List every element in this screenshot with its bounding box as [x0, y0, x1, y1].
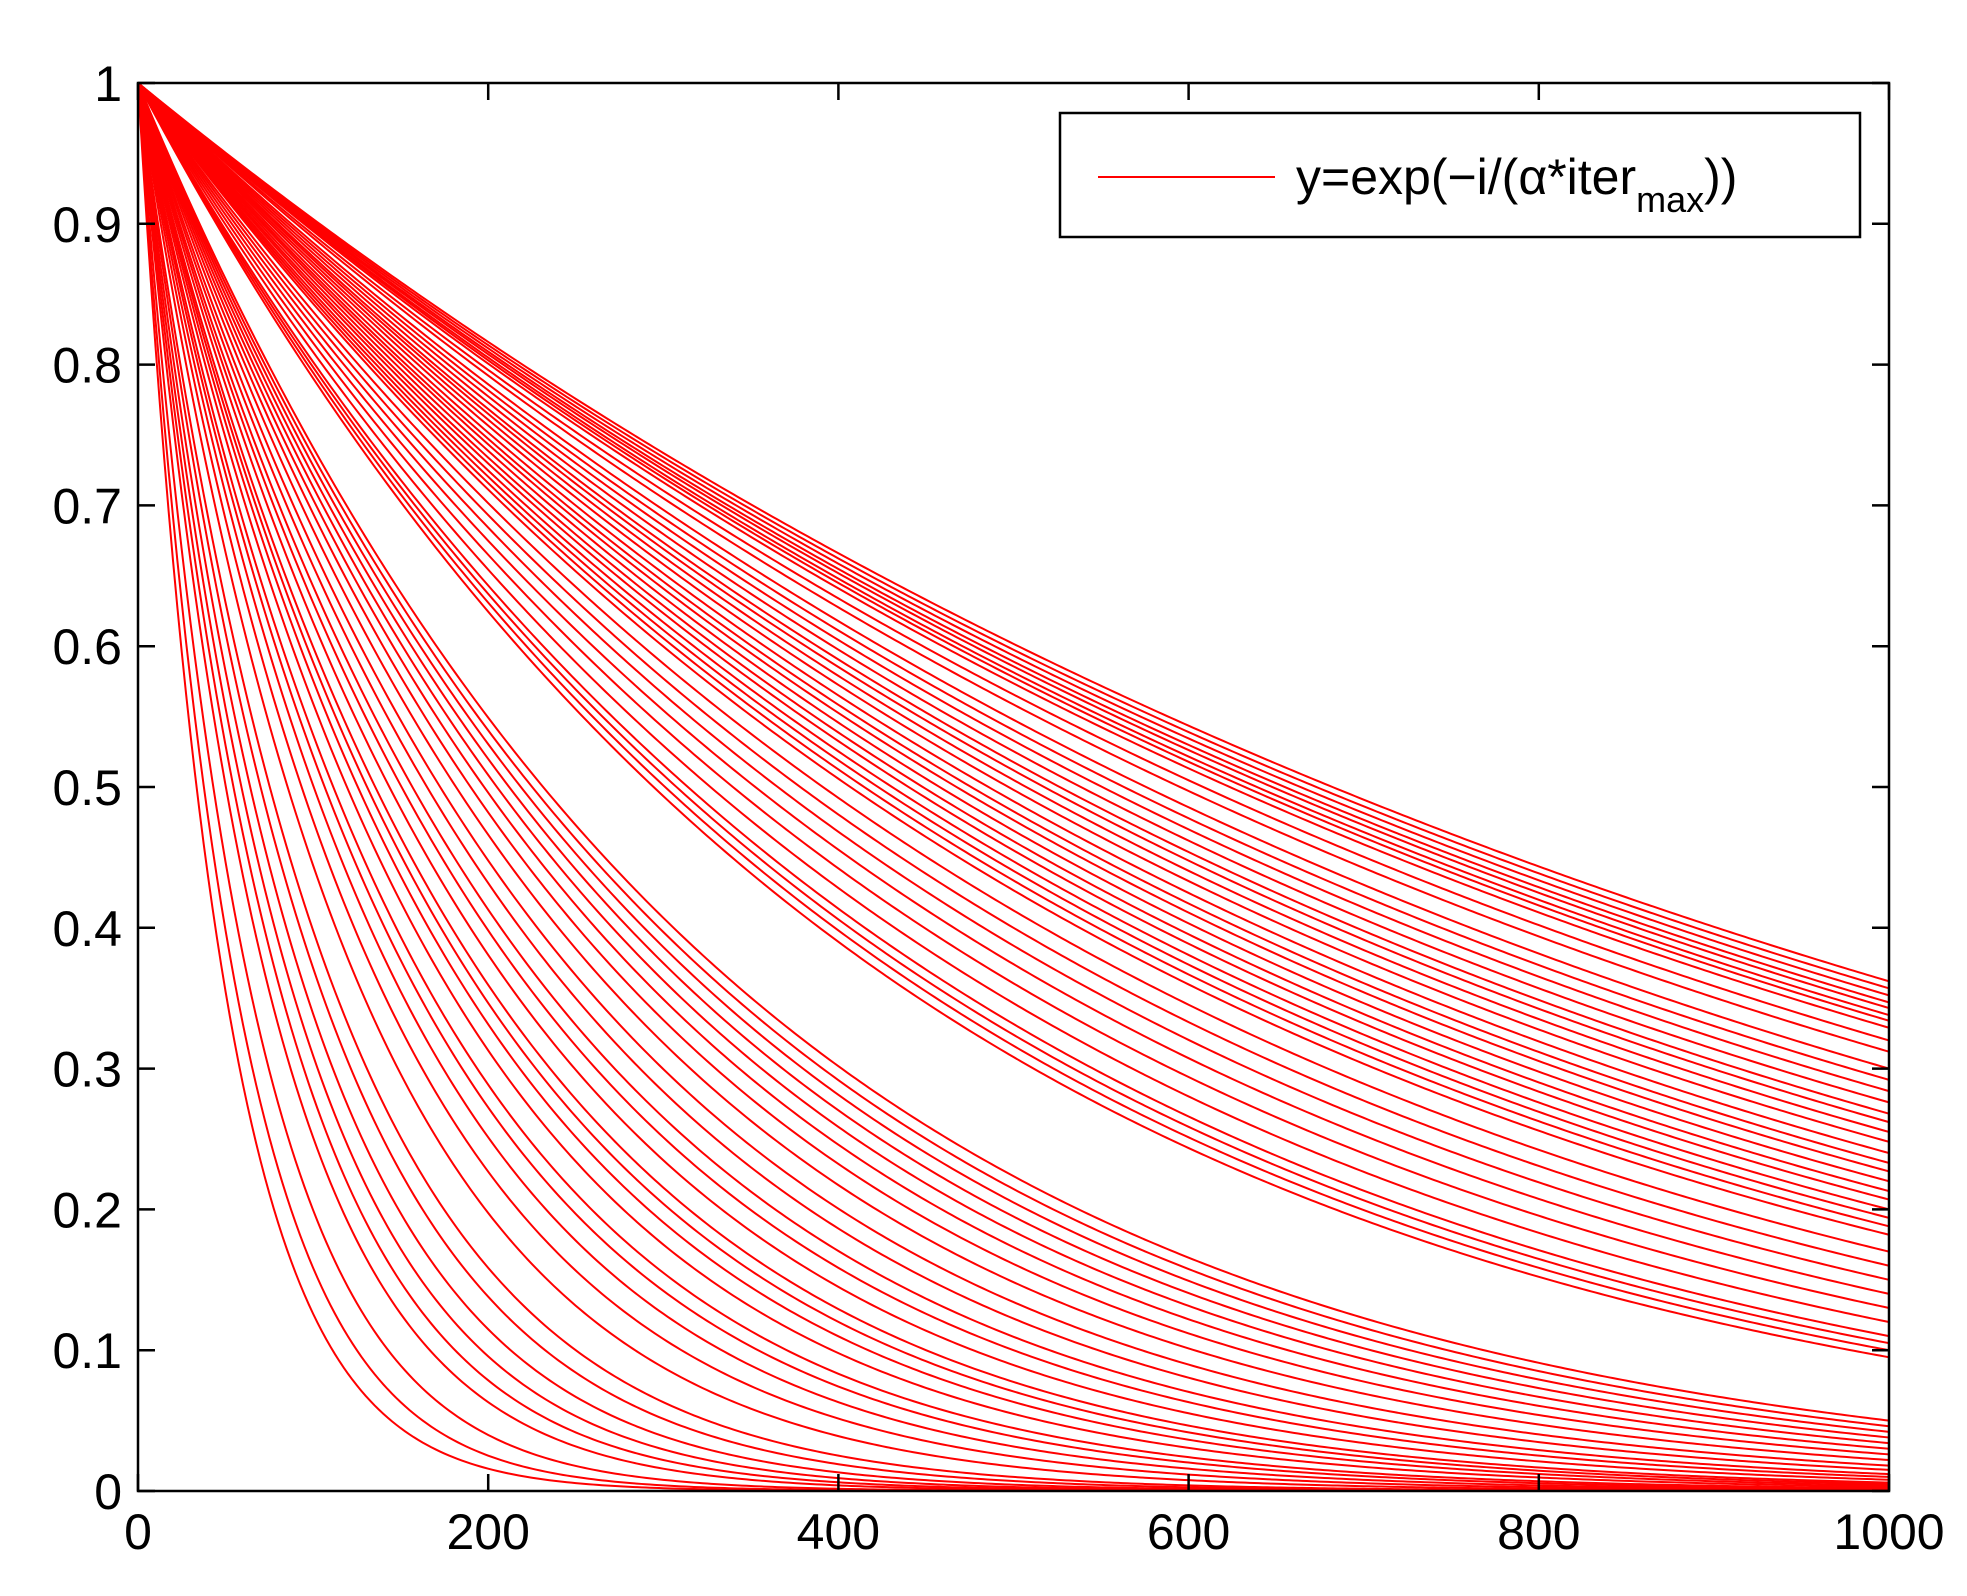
- series-line-9: [137, 82, 1890, 1042]
- y-tick-label-0.1: 0.1: [52, 1323, 122, 1379]
- series-line-34: [137, 82, 1890, 1324]
- series-line-20: [137, 82, 1890, 1164]
- series-line-48: [137, 82, 1890, 1471]
- series-line-29: [137, 82, 1890, 1253]
- legend-label: y=exp(−i/(α*itermax)): [1296, 149, 1737, 220]
- series-line-54: [137, 82, 1890, 1487]
- series-line-49: [137, 82, 1890, 1476]
- series-line-3: [137, 82, 1890, 997]
- y-tick-label-0.7: 0.7: [52, 478, 122, 534]
- y-tick-label-0.8: 0.8: [52, 338, 122, 394]
- series-line-58: [137, 82, 1890, 1491]
- y-tick-label-0.9: 0.9: [52, 197, 122, 253]
- series-line-6: [137, 82, 1890, 1017]
- series-line-25: [137, 82, 1890, 1211]
- series-line-56: [137, 82, 1890, 1490]
- series-line-44: [137, 82, 1890, 1450]
- series-line-30: [137, 82, 1890, 1267]
- series-line-19: [137, 82, 1890, 1155]
- series-line-13: [137, 82, 1890, 1093]
- series-line-37: [137, 82, 1890, 1352]
- series-line-24: [137, 82, 1890, 1201]
- series-line-7: [137, 82, 1890, 1022]
- series-line-51: [137, 82, 1890, 1481]
- series-line-26: [137, 82, 1890, 1219]
- series-line-12: [137, 82, 1890, 1081]
- series-line-4: [137, 82, 1890, 1004]
- y-tick-label-0: 0: [94, 1464, 122, 1520]
- y-axis-ticks: [138, 81, 1889, 1493]
- series-line-16: [137, 82, 1890, 1124]
- series-line-27: [137, 82, 1890, 1228]
- series-line-50: [137, 82, 1890, 1478]
- series-lines: [137, 82, 1890, 1492]
- x-tick-label-400: 400: [797, 1504, 880, 1560]
- y-axis-tick-labels: 0 0.1 0.2 0.3 0.4 0.5 0.6 0.7 0.8 0.9 1: [52, 56, 122, 1520]
- series-line-35: [137, 82, 1890, 1338]
- series-line-22: [137, 82, 1890, 1183]
- y-tick-label-0.2: 0.2: [52, 1182, 122, 1238]
- series-line-11: [137, 82, 1890, 1070]
- legend-box: [1058, 111, 1862, 239]
- series-line-43: [137, 82, 1890, 1445]
- y-tick-label-0.6: 0.6: [52, 619, 122, 675]
- x-axis-ticks: [136, 83, 1891, 1491]
- series-line-38: [137, 82, 1890, 1359]
- series-line-1: [137, 82, 1890, 983]
- series-line-46: [137, 82, 1890, 1462]
- series-line-8: [137, 82, 1890, 1029]
- x-tick-label-0: 0: [124, 1504, 152, 1560]
- x-tick-label-800: 800: [1497, 1504, 1580, 1560]
- series-line-23: [137, 82, 1890, 1193]
- series-line-21: [137, 82, 1890, 1173]
- series-line-47: [137, 82, 1890, 1467]
- series-line-55: [137, 82, 1890, 1488]
- series-line-14: [137, 82, 1890, 1104]
- x-tick-label-200: 200: [446, 1504, 529, 1560]
- series-line-2: [137, 82, 1890, 990]
- series-line-41: [137, 82, 1890, 1433]
- series-line-40: [137, 82, 1890, 1428]
- series-line-36: [137, 82, 1890, 1345]
- series-line-10: [137, 82, 1890, 1053]
- series-line-42: [137, 82, 1890, 1439]
- series-line-57: [137, 82, 1890, 1490]
- series-line-15: [137, 82, 1890, 1115]
- series-line-31: [137, 82, 1890, 1281]
- series-line-28: [137, 82, 1890, 1236]
- legend-label-main: y=exp(−i/(α*iter: [1296, 149, 1636, 205]
- y-tick-label-0.3: 0.3: [52, 1042, 122, 1098]
- x-tick-label-600: 600: [1147, 1504, 1230, 1560]
- x-axis-tick-labels: 0 200 400 600 800 1000: [124, 1504, 1945, 1560]
- series-line-18: [137, 82, 1890, 1143]
- series-line-39: [137, 82, 1890, 1422]
- legend: y=exp(−i/(α*itermax)): [1058, 111, 1862, 239]
- series-line-59: [137, 82, 1890, 1492]
- series-line-52: [137, 82, 1890, 1484]
- legend-label-end: )): [1704, 149, 1737, 205]
- y-tick-label-0.5: 0.5: [52, 760, 122, 816]
- series-line-17: [137, 82, 1890, 1133]
- series-line-5: [137, 82, 1890, 1010]
- y-tick-label-1: 1: [94, 56, 122, 112]
- series-line-33: [137, 82, 1890, 1309]
- x-tick-label-1000: 1000: [1833, 1504, 1944, 1560]
- y-tick-label-0.4: 0.4: [52, 901, 122, 957]
- series-line-53: [137, 82, 1890, 1485]
- legend-label-subscript: max: [1636, 179, 1704, 220]
- series-line-45: [137, 82, 1890, 1456]
- series-line-32: [137, 82, 1890, 1295]
